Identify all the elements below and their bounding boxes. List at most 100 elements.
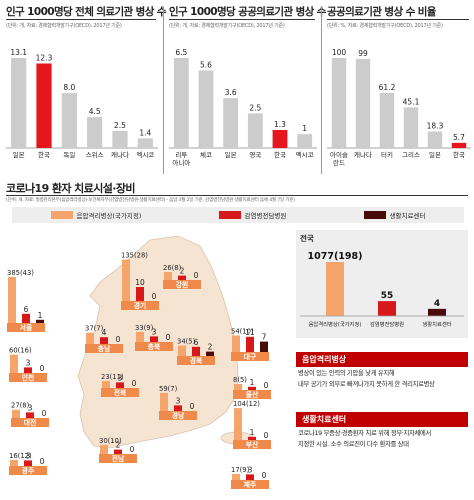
legend-item-infectious-hospital: 감염병전담병원	[218, 210, 286, 220]
region-2-value-1: 3	[28, 403, 33, 412]
region-group-4: 135(28) 10 0 경기	[121, 252, 159, 310]
region-10-bar-0	[102, 380, 110, 388]
national-value-label-1: 55	[381, 291, 394, 301]
chart2-category-label-4: 한국	[274, 151, 286, 159]
region-15-name-box	[231, 480, 269, 489]
legend-label-negative-pressure: 음압격리병상(국가지정)	[76, 212, 142, 220]
section-title-living-center: 생활치료센터	[296, 412, 468, 427]
section-line-living-center-2: 지정한 시설. 소수 의료진이 다수 환자를 상대	[298, 441, 409, 448]
chart2-category-label-0: 리투	[175, 150, 187, 159]
region-group-0: 385(43) 61 서울	[7, 269, 45, 332]
region-2-bar-1	[26, 412, 34, 418]
region-group-11: 8(5) 1 0 울산	[233, 376, 271, 399]
legend-item-living-center: 생활치료센터	[363, 210, 426, 220]
region-13-value-1: 1	[250, 428, 255, 437]
region-11-value-0: 8(5)	[233, 376, 247, 384]
chart1-bar-2	[61, 93, 77, 148]
region-13-name-box	[233, 440, 271, 449]
region-group-7: 33(9)30 충북	[135, 324, 173, 351]
region-6-name-label: 충남	[98, 344, 111, 353]
region-15-value-2: 0	[262, 471, 267, 480]
section-title-negative-pressure: 음압격리병상	[296, 352, 468, 367]
region-2-value-2: 0	[42, 409, 47, 418]
chart3-value-label-1: 99	[358, 49, 368, 58]
chart1-value-label-0: 13.1	[10, 48, 27, 57]
chart4-title-rule	[6, 195, 468, 196]
chart1-category-label-1: 한국	[38, 151, 50, 159]
chart2-bar-1	[198, 70, 214, 148]
chart1-category-label-4: 캐나다	[111, 150, 129, 159]
chart1-category-label-2: 독일	[63, 150, 75, 159]
chart3-category-label-2: 터키	[381, 150, 393, 159]
chart3-category-label-5: 한국	[453, 151, 465, 159]
chart3-value-label-3: 45.1	[403, 97, 420, 106]
chart1-value-label-3: 4.5	[89, 107, 101, 116]
region-12-name-box	[159, 411, 197, 420]
region-group-6: 37(7)40 충남	[85, 325, 123, 353]
region-8-bar-0	[178, 345, 186, 356]
legend-swatch-negative-pressure	[50, 211, 73, 219]
section-text-negative-pressure: 병상이 있는 인력의 기압을 낮게 유지해 내부 공기가 외부로 빠져나가지 못…	[298, 368, 435, 390]
region-12-name-label: 경남	[172, 411, 185, 420]
chart1-category-label-0: 일본	[13, 150, 25, 159]
chart3-bar-1	[355, 58, 371, 148]
region-12-value-0: 59(7)	[159, 385, 178, 393]
legend-label-living-center: 생활치료센터	[389, 212, 426, 220]
chart3-value-label-4: 18.3	[427, 122, 444, 131]
region-14-value-1: 2	[116, 441, 121, 450]
region-0-name-box	[7, 323, 45, 332]
region-6-bar-1	[100, 337, 108, 344]
region-8-bar-1	[192, 346, 200, 356]
region-3-name-label: 광주	[22, 466, 35, 475]
region-3-name-box	[9, 466, 47, 475]
section-line-living-center-1: 코로나19 무증상·경증환자 치료 위해 정부·지자체에서	[298, 430, 431, 437]
region-group-12: 59(7) 30 경남	[159, 385, 197, 420]
chart3-title: 공공의료기관 병상 수 비율	[327, 6, 436, 18]
region-1-name-label: 인천	[22, 373, 35, 382]
region-8-value-0: 34(5)	[177, 338, 196, 346]
region-4-name-box	[121, 301, 159, 310]
chart1-category-label-3: 스위스	[86, 151, 104, 159]
national-category-label-1: 감염병전담병원	[370, 320, 404, 328]
chart2-category-label-2: 일본	[225, 150, 237, 159]
national-bar-2	[428, 308, 446, 316]
national-title: 전국	[300, 234, 314, 243]
region-10-value-1: 3	[118, 373, 123, 382]
region-4-value-2: 0	[152, 292, 157, 301]
region-1-name-box	[9, 373, 47, 382]
region-4-name-label: 경기	[134, 301, 147, 310]
region-12-value-2: 0	[190, 402, 195, 411]
region-5-name-label: 강원	[176, 280, 189, 289]
region-10-name-box	[101, 388, 139, 397]
region-15-bar-0	[232, 474, 240, 480]
region-3-bar-0	[10, 460, 18, 466]
region-1-bar-1	[24, 367, 32, 373]
region-5-value-1: 2	[180, 267, 185, 276]
region-11-name-label: 울산	[246, 390, 259, 399]
region-14-name-label: 전남	[112, 454, 125, 463]
region-3-value-1: 3	[26, 451, 31, 460]
region-14-value-0: 30(10)	[99, 437, 122, 445]
national-bar-0	[326, 262, 344, 316]
region-11-value-1: 1	[250, 378, 255, 387]
region-5-bar-0	[164, 272, 172, 280]
region-10-bar-1	[116, 382, 124, 388]
chart2-bar-2	[223, 98, 239, 148]
region-group-5: 26(8)2 0 강원	[163, 264, 201, 289]
chart1-unit-note: (단위: 개, 자료: 경제협력개발기구(OECD), 2017년 기준)	[6, 23, 122, 29]
region-group-1: 60(16) 30 인천	[9, 347, 47, 382]
chart3-value-label-2: 61.2	[379, 83, 396, 92]
section-text-living-center: 코로나19 무증상·경증환자 치료 위해 정부·지자체에서 지정한 시설. 소수…	[298, 428, 431, 450]
region-5-bar-1	[178, 275, 186, 280]
region-7-value-2: 0	[166, 333, 171, 342]
chart1-bar-5	[137, 138, 153, 148]
national-bar-1	[378, 301, 396, 316]
chart1-bar-3	[87, 117, 103, 148]
region-1-bar-0	[10, 354, 18, 373]
chart3-bar-3	[403, 107, 419, 148]
region-12-value-1: 3	[176, 396, 181, 405]
region-13-bar-1	[248, 436, 256, 440]
region-5-value-2: 0	[194, 271, 199, 280]
